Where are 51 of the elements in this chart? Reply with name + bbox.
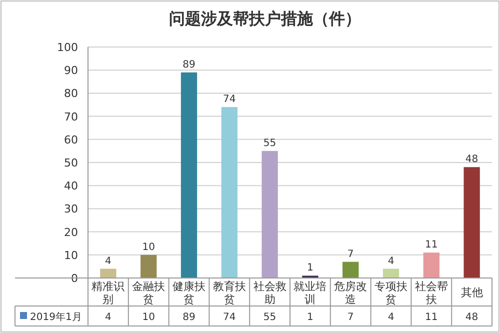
chart-title: 问题涉及帮扶户措施（件） (169, 9, 361, 28)
data-label: 4 (388, 312, 394, 323)
data-label: 11 (425, 312, 438, 323)
y-tick-label: 50 (64, 156, 78, 170)
data-label: 10 (142, 312, 155, 323)
y-tick-label: 30 (64, 202, 78, 216)
x-tick-label: 社会帮扶 (414, 280, 448, 306)
x-tick-label: 社会救助 (253, 280, 286, 306)
y-tick-label: 100 (57, 41, 78, 54)
text: 74 (223, 94, 236, 106)
text: 89 (182, 59, 196, 70)
x-tick-label: 健康扶贫 (172, 280, 206, 306)
text: 4 (388, 256, 394, 267)
bar (342, 262, 359, 278)
text: 55 (263, 138, 276, 149)
x-tick-label: 精准识别 (92, 280, 125, 306)
text: 7 (347, 248, 354, 260)
bar (262, 150, 278, 278)
y-tick-label: 90 (64, 64, 78, 78)
text: 48 (465, 154, 478, 166)
y-tick-label: 70 (64, 110, 78, 124)
text: 10 (142, 242, 155, 253)
x-tick-label: 其他 (460, 286, 483, 299)
y-tick-label: 80 (64, 87, 78, 100)
y-tick-label: 20 (64, 226, 78, 239)
text: 4 (105, 256, 112, 267)
text: 1 (307, 262, 314, 274)
data-label: 48 (465, 312, 478, 323)
text: 11 (425, 240, 438, 251)
data-label: 7 (347, 312, 354, 323)
bar (221, 107, 238, 278)
y-tick-label: 10 (64, 248, 78, 262)
x-tick-label: 危房改造 (334, 280, 368, 306)
bar (382, 268, 400, 278)
bar (180, 72, 198, 278)
bar (464, 167, 480, 278)
data-label: 89 (182, 312, 196, 323)
x-tick-label: 专项扶贫 (374, 280, 408, 306)
text: 2019年1月 (30, 311, 82, 323)
data-label: 1 (307, 312, 314, 323)
data-label: 74 (223, 312, 236, 323)
x-tick-label: 就业培训 (294, 280, 327, 306)
bar (423, 252, 440, 278)
x-tick-label: 教育扶贫 (212, 280, 246, 306)
data-label: 4 (105, 312, 112, 323)
bar (100, 268, 116, 278)
y-tick-label: 60 (64, 133, 78, 146)
data-label: 55 (263, 312, 276, 323)
y-tick-label: 40 (64, 180, 78, 193)
x-tick-label: 金融扶贫 (132, 280, 166, 306)
bar (140, 254, 157, 278)
